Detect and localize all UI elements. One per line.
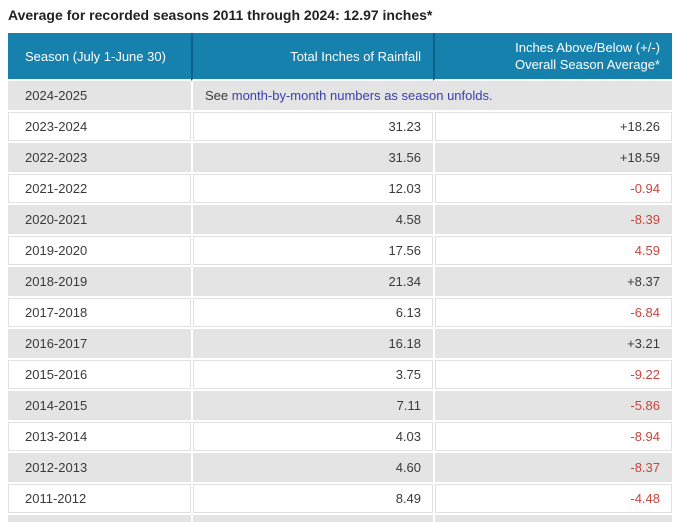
total-inches-cell: 4.03 — [191, 422, 433, 453]
column-header-season: Season (July 1-June 30) — [8, 33, 191, 81]
table-row: 2014-2015 7.11 -5.86 — [8, 391, 672, 422]
above-below-cell: 4.59 — [433, 236, 672, 267]
table-header-row: Season (July 1-June 30) Total Inches of … — [8, 33, 672, 81]
above-below-cell: -5.86 — [433, 391, 672, 422]
table-row: 2012-2013 4.60 -8.37 — [8, 453, 672, 484]
above-below-cell: +18.59 — [433, 143, 672, 174]
season-cell: 2012-2013 — [8, 453, 191, 484]
total-inches-cell: 31.56 — [191, 143, 433, 174]
total-inches-cell: 7.11 — [191, 391, 433, 422]
total-inches-cell: 31.23 — [191, 112, 433, 143]
note-cell: See month-by-month numbers as season unf… — [191, 81, 672, 112]
clipped-cell — [8, 515, 191, 522]
season-cell: 2022-2023 — [8, 143, 191, 174]
column-header-above-below-line2: Overall Season Average* — [514, 57, 660, 72]
above-below-cell: +18.26 — [433, 112, 672, 143]
table-row: 2016-2017 16.18 +3.21 — [8, 329, 672, 360]
season-cell: 2018-2019 — [8, 267, 191, 298]
above-below-cell: -0.94 — [433, 174, 672, 205]
total-inches-cell: 8.49 — [191, 484, 433, 515]
above-below-cell: +8.37 — [433, 267, 672, 298]
table-row: 2020-2021 4.58 -8.39 — [8, 205, 672, 236]
total-inches-cell: 4.60 — [191, 453, 433, 484]
column-header-above-below-line1: Inches Above/Below (+/-) — [515, 40, 660, 55]
table-row: 2023-2024 31.23 +18.26 — [8, 112, 672, 143]
column-header-above-below: Inches Above/Below (+/-) Overall Season … — [433, 33, 672, 81]
table-row: 2019-2020 17.56 4.59 — [8, 236, 672, 267]
clipped-cell — [433, 515, 672, 522]
rainfall-table: Season (July 1-June 30) Total Inches of … — [8, 33, 672, 522]
total-inches-cell: 12.03 — [191, 174, 433, 205]
above-below-cell: -8.37 — [433, 453, 672, 484]
total-inches-cell: 16.18 — [191, 329, 433, 360]
season-cell: 2017-2018 — [8, 298, 191, 329]
season-cell: 2021-2022 — [8, 174, 191, 205]
month-by-month-link[interactable]: month-by-month numbers as season unfolds… — [231, 88, 493, 103]
page-title: Average for recorded seasons 2011 throug… — [8, 7, 433, 23]
season-cell: 2016-2017 — [8, 329, 191, 360]
table-row: 2021-2022 12.03 -0.94 — [8, 174, 672, 205]
table-row: 2011-2012 8.49 -4.48 — [8, 484, 672, 515]
total-inches-cell: 17.56 — [191, 236, 433, 267]
season-cell: 2024-2025 — [8, 81, 191, 112]
total-inches-cell: 21.34 — [191, 267, 433, 298]
table-row: 2015-2016 3.75 -9.22 — [8, 360, 672, 391]
total-inches-cell: 6.13 — [191, 298, 433, 329]
season-cell: 2015-2016 — [8, 360, 191, 391]
season-cell: 2013-2014 — [8, 422, 191, 453]
above-below-cell: -9.22 — [433, 360, 672, 391]
table-row: 2017-2018 6.13 -6.84 — [8, 298, 672, 329]
season-cell: 2023-2024 — [8, 112, 191, 143]
clipped-cell — [191, 515, 433, 522]
table-row: 2022-2023 31.56 +18.59 — [8, 143, 672, 174]
season-cell: 2014-2015 — [8, 391, 191, 422]
season-cell: 2019-2020 — [8, 236, 191, 267]
note-prefix: See — [205, 88, 232, 103]
above-below-cell: -6.84 — [433, 298, 672, 329]
total-inches-cell: 3.75 — [191, 360, 433, 391]
total-inches-cell: 4.58 — [191, 205, 433, 236]
above-below-cell: +3.21 — [433, 329, 672, 360]
season-cell: 2011-2012 — [8, 484, 191, 515]
table-row-clipped — [8, 515, 672, 522]
table-row-current-season: 2024-2025 See month-by-month numbers as … — [8, 81, 672, 112]
table-row: 2018-2019 21.34 +8.37 — [8, 267, 672, 298]
above-below-cell: -8.94 — [433, 422, 672, 453]
season-cell: 2020-2021 — [8, 205, 191, 236]
above-below-cell: -8.39 — [433, 205, 672, 236]
above-below-cell: -4.48 — [433, 484, 672, 515]
table-row: 2013-2014 4.03 -8.94 — [8, 422, 672, 453]
column-header-total-inches: Total Inches of Rainfall — [191, 33, 433, 81]
